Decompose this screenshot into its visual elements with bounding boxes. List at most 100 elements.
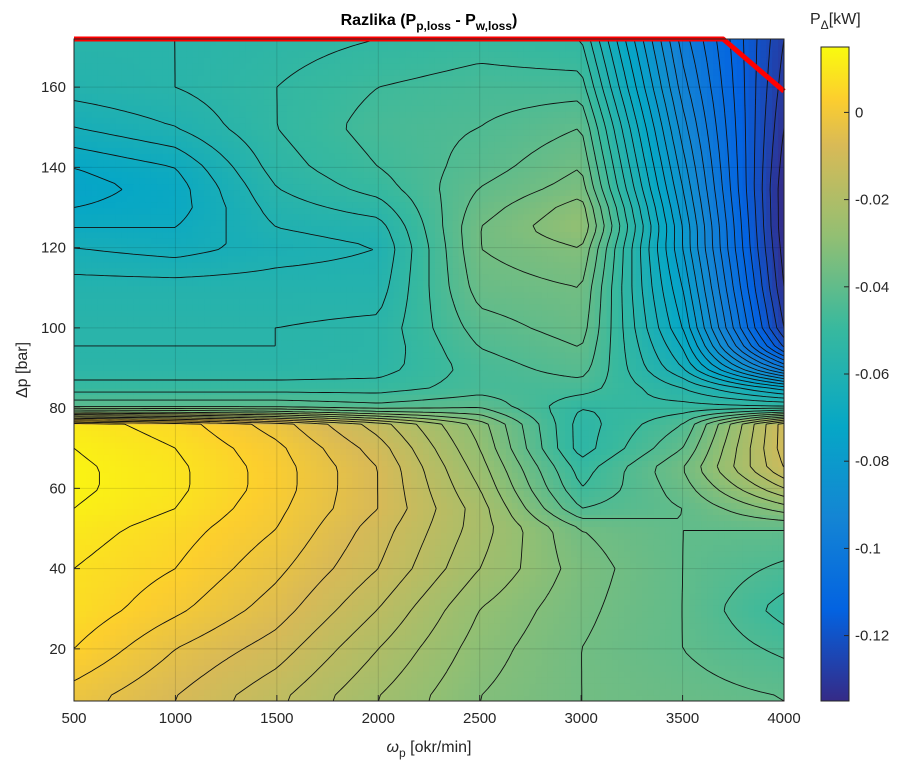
contour-cell <box>553 689 560 696</box>
contour-cell <box>707 641 714 648</box>
contour-cell <box>441 490 448 497</box>
contour-cell <box>470 665 477 672</box>
contour-cell <box>772 551 779 558</box>
contour-cell <box>654 677 661 684</box>
contour-cell <box>506 520 513 527</box>
contour-cell <box>110 647 117 654</box>
contour-cell <box>583 545 590 552</box>
contour-cell <box>234 472 241 479</box>
contour-cell <box>370 689 377 696</box>
contour-cell <box>760 653 767 660</box>
contour-cell <box>754 629 761 636</box>
contour-cell <box>376 659 383 666</box>
contour-cell <box>204 520 211 527</box>
contour-cell <box>565 653 572 660</box>
contour-cell <box>559 647 566 654</box>
contour-cell <box>110 551 117 558</box>
contour-cell <box>465 557 472 564</box>
contour-cell <box>666 472 673 479</box>
contour-cell <box>719 520 726 527</box>
contour-cell <box>435 593 442 600</box>
contour-cell <box>772 575 779 582</box>
contour-cell <box>754 617 761 624</box>
contour-cell <box>110 683 117 690</box>
contour-cell <box>683 611 690 618</box>
contour-cell <box>642 460 649 467</box>
contour-cell <box>660 683 667 690</box>
contour-cell <box>110 599 117 606</box>
contour-cell <box>157 593 164 600</box>
contour-cell <box>115 557 122 564</box>
contour-cell <box>654 496 661 503</box>
contour-cell <box>654 520 661 527</box>
contour-cell <box>281 611 288 618</box>
contour-cell <box>104 502 111 509</box>
contour-cell <box>624 539 631 546</box>
contour-cell <box>618 671 625 678</box>
contour-cell <box>725 460 732 467</box>
contour-cell <box>660 472 667 479</box>
contour-cell <box>234 569 241 576</box>
contour-cell <box>731 472 738 479</box>
contour-cell <box>618 460 625 467</box>
contour-cell <box>139 659 146 666</box>
contour-cell <box>565 545 572 552</box>
contour-cell <box>311 490 318 497</box>
contour-cell <box>506 460 513 467</box>
contour-cell <box>317 677 324 684</box>
contour-cell <box>524 502 531 509</box>
contour-cell <box>234 623 241 630</box>
contour-cell <box>470 683 477 690</box>
contour-cell <box>601 683 608 690</box>
contour-cell <box>411 671 418 678</box>
contour-cell <box>139 641 146 648</box>
contour-cell <box>660 532 667 539</box>
contour-cell <box>607 641 614 648</box>
contour-cell <box>86 653 93 660</box>
contour-cell <box>311 683 318 690</box>
contour-cell <box>133 581 140 588</box>
contour-cell <box>453 587 460 594</box>
contour-cell <box>601 611 608 618</box>
contour-cell <box>281 599 288 606</box>
contour-cell <box>92 653 99 660</box>
contour-cell <box>281 551 288 558</box>
contour-cell <box>92 659 99 666</box>
contour-cell <box>263 545 270 552</box>
contour-cell <box>287 575 294 582</box>
contour-cell <box>411 478 418 485</box>
contour-cell <box>541 683 548 690</box>
contour-cell <box>257 653 264 660</box>
contour-cell <box>482 520 489 527</box>
contour-cell <box>151 496 158 503</box>
contour-cell <box>772 557 779 564</box>
contour-cell <box>553 484 560 491</box>
contour-cell <box>500 545 507 552</box>
contour-cell <box>689 653 696 660</box>
contour-cell <box>121 629 128 636</box>
contour-cell <box>571 532 578 539</box>
contour-cell <box>571 665 578 672</box>
contour-cell <box>612 623 619 630</box>
contour-cell <box>311 611 318 618</box>
contour-cell <box>618 659 625 666</box>
contour-cell <box>612 593 619 600</box>
contour-cell <box>346 599 353 606</box>
contour-cell <box>151 539 158 546</box>
contour-cell <box>157 520 164 527</box>
contour-cell <box>689 472 696 479</box>
contour-cell <box>642 496 649 503</box>
contour-cell <box>470 605 477 612</box>
contour-cell <box>216 617 223 624</box>
contour-cell <box>334 551 341 558</box>
contour-cell <box>411 599 418 606</box>
contour-cell <box>494 514 501 521</box>
contour-cell <box>145 448 152 455</box>
contour-cell <box>683 605 690 612</box>
contour-cell <box>435 472 442 479</box>
contour-cell <box>110 478 117 485</box>
contour-cell <box>530 623 537 630</box>
contour-cell <box>257 448 264 455</box>
contour-cell <box>500 677 507 684</box>
contour-cell <box>666 629 673 636</box>
